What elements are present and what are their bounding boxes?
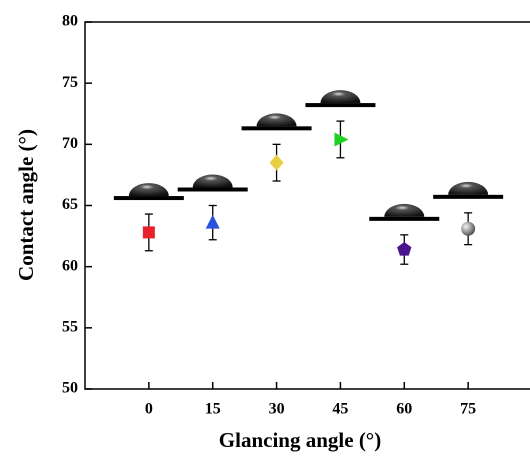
droplet xyxy=(256,113,297,127)
substrate xyxy=(177,187,248,192)
marker xyxy=(461,221,476,236)
droplet xyxy=(192,174,233,188)
y-tick-label: 50 xyxy=(62,380,78,397)
x-tick-label: 60 xyxy=(396,401,412,418)
droplet xyxy=(384,203,425,217)
x-tick-label: 30 xyxy=(269,401,285,418)
x-tick-label: 15 xyxy=(205,401,221,418)
droplet xyxy=(128,183,169,197)
droplet xyxy=(320,90,361,104)
marker xyxy=(334,132,349,147)
y-tick-label: 70 xyxy=(62,135,78,152)
substrate xyxy=(433,194,504,199)
substrate xyxy=(113,196,184,201)
y-tick-label: 60 xyxy=(62,257,78,274)
y-tick-label: 55 xyxy=(62,319,78,336)
y-tick-label: 80 xyxy=(62,13,78,30)
axis-frame xyxy=(84,21,530,390)
y-tick-label: 65 xyxy=(62,196,78,213)
substrate xyxy=(305,103,376,108)
y-axis-label: Contact angle (°) xyxy=(14,129,38,281)
marker xyxy=(205,214,220,229)
substrate xyxy=(369,216,440,221)
x-tick-label: 45 xyxy=(332,401,348,418)
marker xyxy=(397,242,412,256)
marker xyxy=(142,226,155,239)
x-axis-label: Glancing angle (°) xyxy=(219,428,381,452)
x-tick-label: 0 xyxy=(145,401,153,418)
marker xyxy=(269,154,284,171)
x-tick-label: 75 xyxy=(460,401,476,418)
y-tick-label: 75 xyxy=(62,74,78,91)
droplet xyxy=(448,181,489,195)
substrate xyxy=(241,126,312,131)
